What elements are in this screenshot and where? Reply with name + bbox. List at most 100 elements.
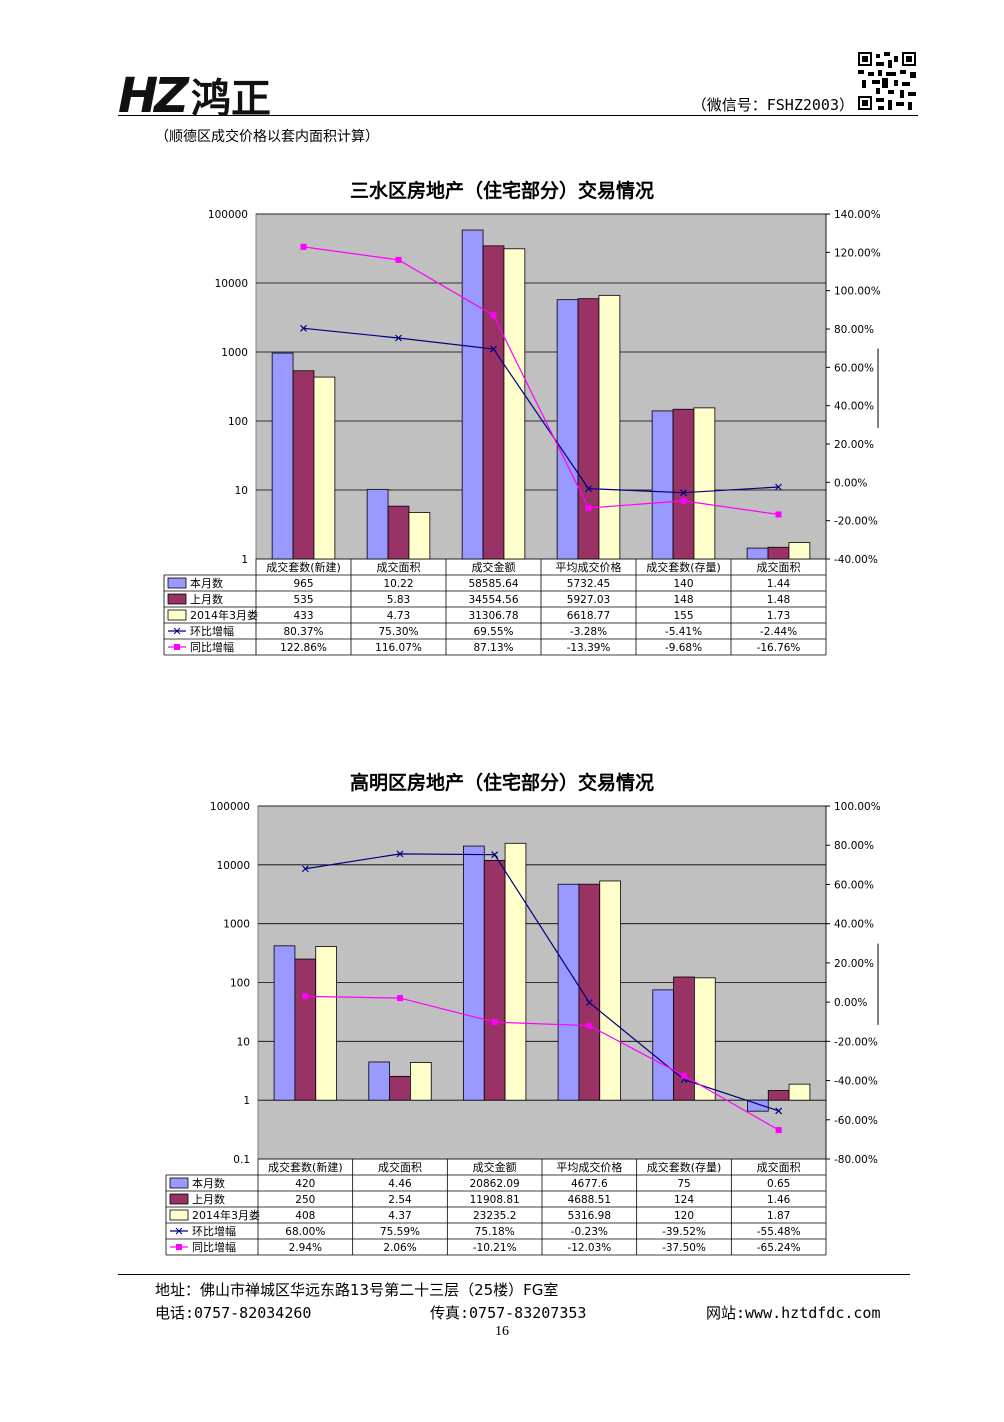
footer-divider [118, 1274, 910, 1275]
point [680, 497, 687, 504]
table-cell: 4.37 [388, 1210, 411, 1222]
bar [292, 370, 315, 560]
legend-label: 环比增幅 [192, 1224, 236, 1238]
series-line [303, 327, 779, 494]
legend-label: 上月数 [192, 1193, 225, 1206]
y-left-tick-label: 10000 [215, 278, 248, 290]
y-left-tick-label: 1 [241, 554, 248, 566]
y-left-tick-label: 100 [228, 416, 248, 428]
point [491, 1019, 498, 1026]
point [300, 324, 307, 332]
y-right-tick-label: 40.00% [834, 401, 874, 413]
table-cell: 68.00% [285, 1226, 325, 1238]
table-cell: 34554.56 [468, 594, 518, 606]
y-right-tick-label: -40.00% [834, 1076, 878, 1088]
page-number: 16 [495, 1324, 509, 1339]
bar [652, 989, 674, 1101]
legend-key [174, 644, 180, 650]
table-cell: 2.54 [388, 1194, 412, 1206]
table-cell: 420 [295, 1178, 315, 1190]
legend-label: 2014年3月娄 [192, 1208, 260, 1222]
point [397, 995, 403, 1002]
point [681, 1072, 687, 1079]
footer-fax: 传真:0757-83207353 [430, 1304, 587, 1322]
bar [557, 883, 580, 1101]
y-left-tick-label: 0.1 [233, 1154, 250, 1166]
y-left-tick-label: 100000 [210, 801, 250, 813]
table-cell: -12.03% [567, 1242, 611, 1254]
bar [315, 946, 337, 1101]
table-cell: 10.22 [383, 578, 413, 590]
legend-label: 本月数 [190, 576, 223, 590]
point [395, 256, 402, 263]
legend-label: 同比增幅 [192, 1240, 236, 1254]
point [395, 334, 402, 342]
table-cell: 408 [295, 1210, 315, 1222]
bar [503, 248, 526, 560]
y-left-tick-label: 1000 [223, 919, 250, 931]
point [302, 993, 309, 1000]
y-left-tick-label: 10 [235, 485, 248, 497]
table-cell: 4688.51 [568, 1194, 611, 1206]
table-category-label: 成交面积 [378, 1160, 422, 1174]
y-right-tick-label: -20.00% [834, 516, 878, 528]
bar [767, 546, 790, 560]
table-category-label: 成交套数(新建) [268, 1160, 343, 1174]
logo-latin: HZ [118, 68, 189, 124]
table-cell: 124 [674, 1194, 694, 1206]
y-right-tick-label: 0.00% [834, 477, 867, 489]
bar [271, 352, 294, 560]
bar [672, 408, 695, 560]
table-cell: 250 [295, 1194, 315, 1206]
table-category-label: 成交面积 [757, 560, 801, 574]
table-cell: 4.73 [387, 610, 410, 622]
table-cell: -2.44% [760, 626, 797, 638]
table-category-label: 成交金额 [473, 1160, 517, 1174]
chart-sanshui: 100000 10000 1000 100 10 1 140.00% 120.00% 100.0… [163, 209, 881, 656]
table-category-label: 成交金额 [472, 560, 516, 574]
bar [483, 859, 506, 1101]
legend-key [169, 1177, 189, 1189]
table-cell: 5927.03 [567, 594, 610, 606]
table-cell: 965 [293, 578, 313, 590]
table-cell: -65.24% [757, 1242, 801, 1254]
table-cell: -37.50% [662, 1242, 706, 1254]
logo-chinese: 鸿正 [190, 76, 271, 122]
legend-key [173, 627, 181, 635]
bar [389, 1075, 411, 1101]
y-right-tick-label: 140.00% [834, 209, 881, 221]
y-right-tick-label: -60.00% [834, 1115, 878, 1127]
table-cell: 148 [673, 594, 693, 606]
bar [368, 1061, 390, 1101]
table-cell: -10.21% [473, 1242, 517, 1254]
footer-tel: 电话:0757-82034260 [155, 1304, 312, 1322]
point [301, 865, 309, 873]
y-right-tick-label: -40.00% [834, 554, 878, 566]
legend-key [167, 577, 187, 589]
footer-web: 网站:www.hztdfdc.com [706, 1304, 881, 1322]
table-cell: -13.39% [567, 642, 611, 654]
bar [408, 512, 431, 560]
table-cell: 20862.09 [470, 1178, 520, 1190]
table-category-label: 成交套数(存量) [647, 1160, 722, 1174]
bar [767, 1090, 790, 1101]
bar [387, 505, 410, 560]
series-line [303, 246, 779, 516]
table-cell: 87.13% [473, 642, 513, 654]
y-left-tick-label: 100000 [208, 209, 248, 221]
point [585, 485, 592, 493]
legend-label: 2014年3月娄 [190, 608, 258, 622]
bar [694, 977, 716, 1101]
table-cell: -55.48% [757, 1226, 801, 1238]
y-left-tick-label: 100 [230, 978, 250, 990]
legend-key [176, 1244, 182, 1250]
bar [294, 958, 317, 1101]
bar [693, 407, 716, 560]
y-right-tick-label: 20.00% [834, 958, 874, 970]
y-left-tick-label: 10 [237, 1036, 250, 1048]
legend-key [167, 609, 187, 621]
y-right-tick-label: -20.00% [834, 1036, 878, 1048]
table-cell: 4.46 [388, 1178, 412, 1190]
bar [598, 294, 621, 560]
price-note: （顺德区成交价格以套内面积计算） [155, 129, 379, 145]
